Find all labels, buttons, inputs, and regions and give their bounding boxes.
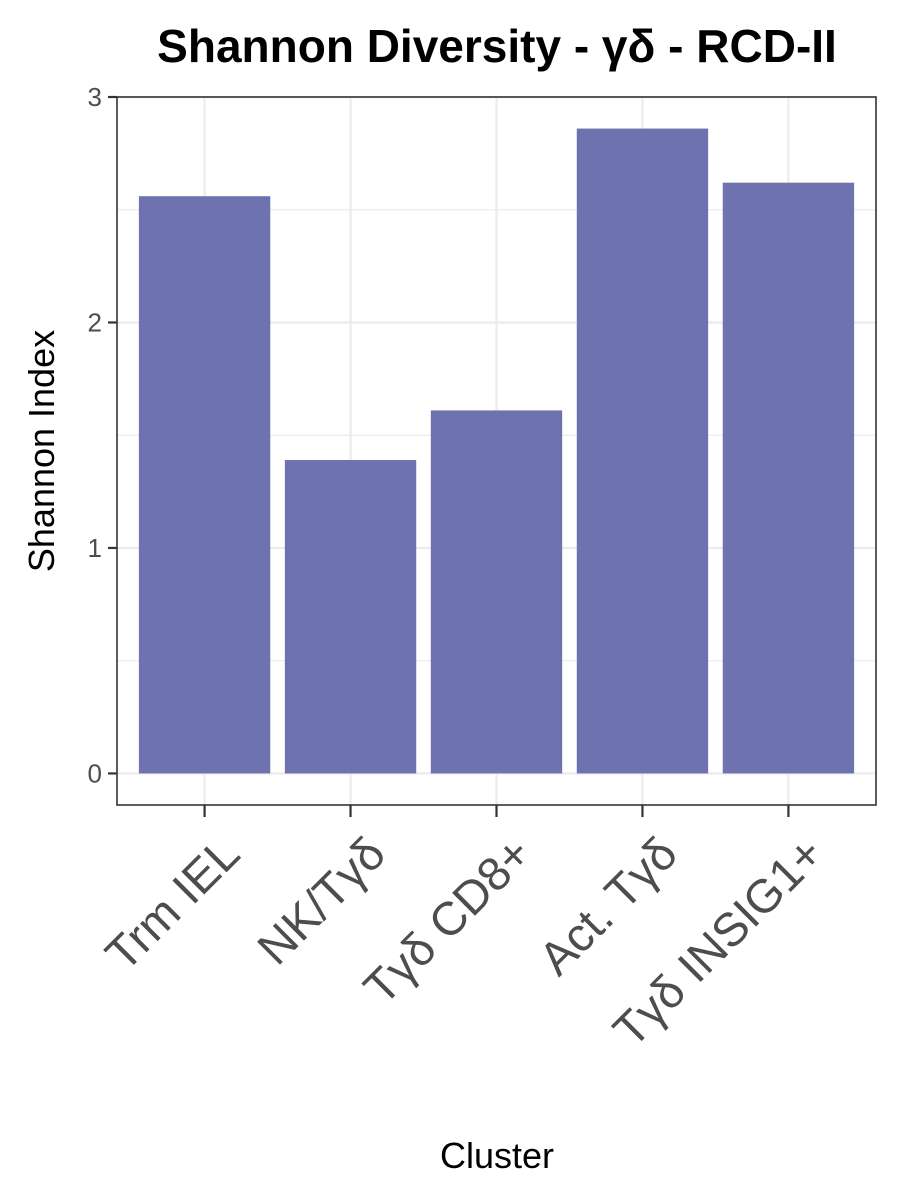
y-axis: 0 1 2 3: [88, 82, 117, 788]
x-tick-label: NK/Tγδ: [247, 826, 395, 974]
y-tick-label: 3: [88, 82, 102, 112]
y-tick-label: 0: [88, 758, 102, 788]
bar-4: [576, 128, 709, 774]
y-tick-label: 2: [88, 307, 102, 337]
bar-2: [284, 460, 417, 774]
chart-title: Shannon Diversity - γδ - RCD-II: [157, 20, 837, 72]
bars: [138, 128, 855, 774]
y-tick-label: 1: [88, 533, 102, 563]
bar-5: [722, 182, 855, 774]
x-axis-title: Cluster: [440, 1135, 554, 1176]
plot-panel: [116, 95, 877, 806]
x-tick-label: Trm IEL: [95, 826, 249, 980]
y-axis-title: Shannon Index: [21, 330, 62, 572]
bar-3: [430, 410, 563, 774]
bar-1: [138, 196, 271, 774]
